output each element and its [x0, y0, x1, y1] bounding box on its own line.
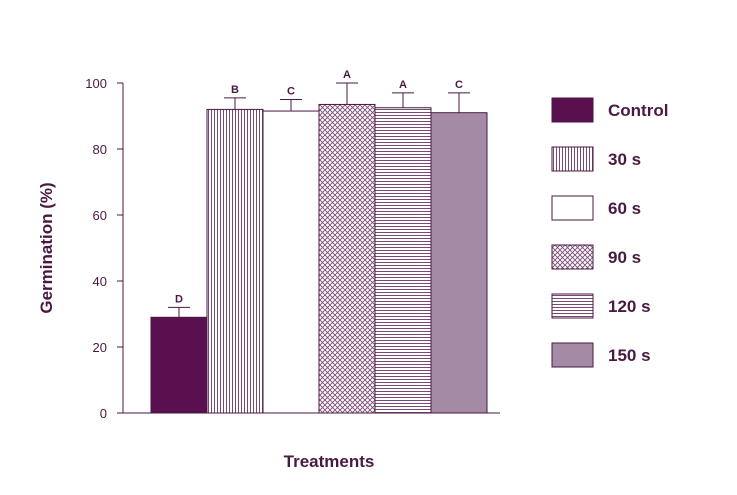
legend-swatch — [551, 195, 594, 221]
bar-control — [150, 316, 208, 414]
legend: Control 30 s 60 s 90 s 120 s 150 s — [551, 97, 668, 368]
legend-label: 60 s — [608, 199, 641, 218]
x-axis-label: Treatments — [284, 452, 375, 471]
bar-150-s — [430, 112, 488, 414]
legend-label: 150 s — [608, 346, 651, 365]
significance-letter: A — [399, 79, 407, 91]
y-tick-label: 80 — [93, 142, 107, 157]
bar-60-s — [262, 110, 320, 414]
significance-letter: B — [231, 84, 239, 96]
y-tick-label: 0 — [100, 406, 107, 421]
y-ticks: 0 20 40 60 80 100 — [85, 76, 123, 421]
bars: D B C A A C — [150, 69, 488, 414]
legend-swatch — [551, 342, 594, 368]
y-tick-label: 100 — [85, 76, 107, 91]
significance-letter: C — [287, 86, 295, 98]
legend-label: 30 s — [608, 150, 641, 169]
legend-swatch — [551, 293, 594, 319]
bar-90-s — [318, 103, 376, 414]
y-tick-label: 20 — [93, 340, 107, 355]
legend-label: 90 s — [608, 248, 641, 267]
significance-letter: D — [175, 293, 183, 305]
y-tick-label: 40 — [93, 274, 107, 289]
significance-letter: C — [455, 79, 463, 91]
legend-swatch — [551, 97, 594, 123]
y-axis-label: Germination (%) — [37, 182, 56, 313]
bar-120-s — [374, 107, 432, 414]
significance-letter: A — [343, 69, 351, 81]
legend-label: 120 s — [608, 297, 651, 316]
legend-label: Control — [608, 101, 668, 120]
y-tick-label: 60 — [93, 208, 107, 223]
legend-swatch — [551, 244, 594, 270]
legend-swatch — [551, 146, 594, 172]
bar-30-s — [206, 108, 264, 414]
